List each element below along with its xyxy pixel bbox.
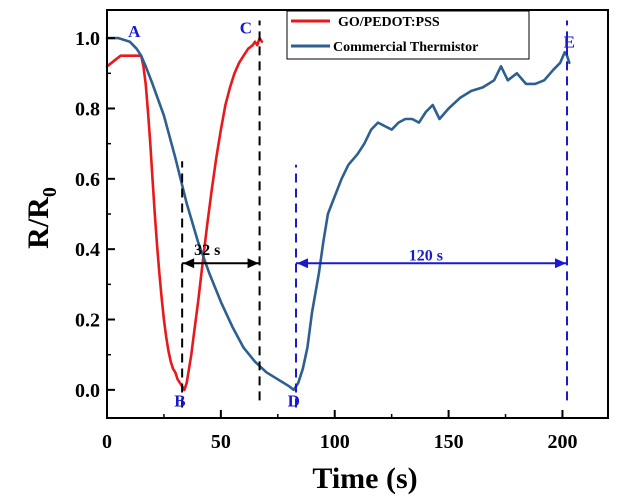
- x-tick-label: 100: [320, 431, 350, 453]
- y-tick-label: 0.0: [75, 380, 100, 402]
- y-tick-label: 1.0: [75, 28, 100, 50]
- y-tick-label: 0.2: [75, 310, 100, 332]
- tick-layer: 0 50 100 150 200 0.0 0.2 0.4 0.6 0.8 1.0: [75, 28, 577, 453]
- interval-arrow-head-right-0: [247, 258, 259, 269]
- annotation-layer: 32 s 120 s A B C D E: [128, 19, 575, 411]
- y-axis-label-subscript: 0: [39, 187, 61, 197]
- legend-label-thermistor: Commercial Thermistor: [333, 40, 478, 55]
- point-label-a: A: [128, 22, 141, 41]
- data-layer: [105, 36, 571, 392]
- legend-box: [286, 10, 530, 60]
- point-label-c: C: [240, 19, 252, 38]
- y-axis-label: R/R0: [22, 187, 61, 249]
- y-tick-label: 0.6: [75, 169, 100, 191]
- legend: GO/PEDOT:PSS Commercial Thermistor: [286, 10, 530, 60]
- x-tick-label: 150: [434, 431, 464, 453]
- point-label-d: D: [288, 391, 300, 410]
- y-tick-label: 0.8: [75, 98, 100, 120]
- interval-arrow-head-left-1: [297, 258, 309, 269]
- y-tick-label: 0.4: [75, 239, 100, 261]
- x-tick-label: 50: [211, 431, 231, 453]
- x-tick-label: 0: [102, 431, 112, 453]
- series-line-thermistor: [105, 36, 571, 392]
- x-tick-label: 200: [547, 431, 577, 453]
- interval-label-1: 120 s: [409, 247, 443, 264]
- legend-label-gopedot: GO/PEDOT:PSS: [338, 15, 440, 30]
- point-label-b: B: [174, 391, 185, 410]
- point-label-e: E: [564, 33, 575, 52]
- interval-arrow-head-left-0: [183, 258, 195, 269]
- x-axis-label: Time (s): [312, 462, 417, 495]
- interval-label-0: 32 s: [194, 242, 220, 259]
- interval-arrow-head-right-1: [555, 258, 567, 269]
- y-axis-label-main: R/R: [22, 197, 55, 249]
